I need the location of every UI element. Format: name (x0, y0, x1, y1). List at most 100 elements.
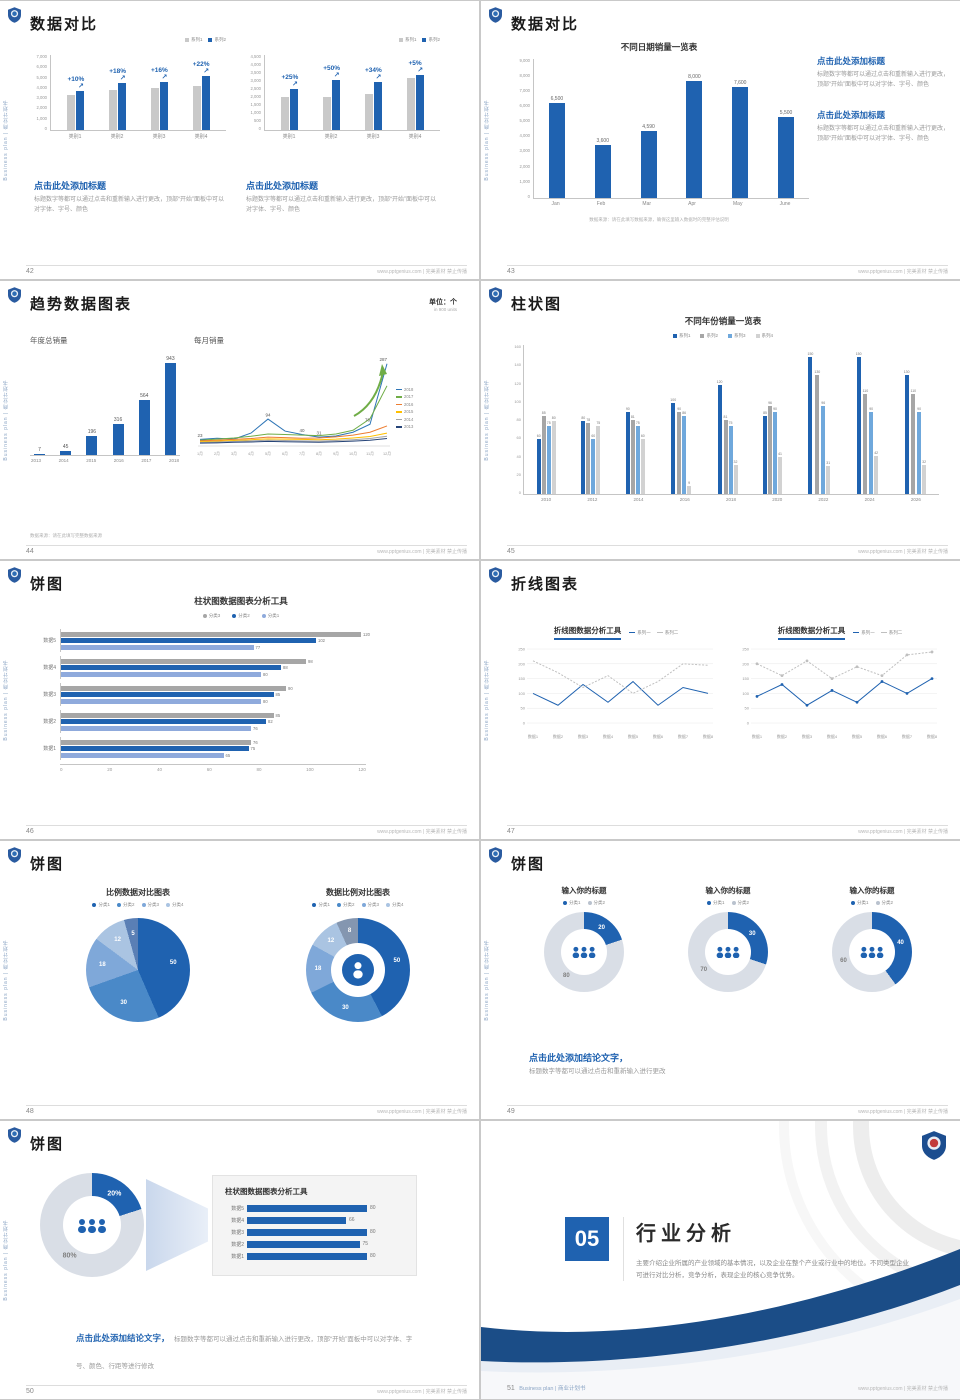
legend-item: 分类3 (141, 902, 159, 908)
bar-group: 6,500 (548, 96, 565, 198)
bar (138, 399, 150, 455)
conclusion-body: 标题数字等都可以通过点击和重新输入进行更改 (529, 1068, 666, 1075)
side-text: Business plan | 商业计划书 (484, 659, 490, 741)
chart-shape (78, 1225, 86, 1233)
legend-label: 分类1 (568, 900, 581, 905)
x-tick-label: 60 (206, 767, 212, 772)
y-tick-label: 100 (518, 691, 525, 696)
data-point (805, 659, 809, 663)
chart-shape (581, 946, 587, 952)
section-header: 05 行业分析 主要介绍企业所属的产业领域的基本情况，以及企业在整个产业或行业中… (565, 1217, 911, 1282)
growth-label: +50% (323, 65, 341, 73)
slice-label: 50 (169, 959, 177, 966)
bar (86, 435, 98, 455)
brand-text: Business plan | 商业计划书 (519, 1386, 586, 1392)
slide-title: 数据对比 (511, 16, 580, 33)
legend-item: 分类4 (166, 902, 184, 908)
bar-group: 80 78 60 75 (581, 416, 601, 494)
x-tick-label: 数据2 (553, 733, 564, 739)
bar-row: 数据5 80 (225, 1204, 404, 1212)
y-tick-label: 1,000 (250, 109, 261, 115)
person-badge (342, 954, 374, 986)
footer-site: www.pptgenius.com | 完美素材 禁止传播 (858, 1109, 948, 1115)
bar-series1 (150, 88, 159, 130)
legend-label: 系列一 (637, 629, 651, 635)
bar (826, 465, 831, 494)
x-labels: 2013 2014 2015 2016 2017 2018 (30, 458, 180, 463)
legend-item: 分类2 (232, 613, 250, 619)
y-tick-label: 6,000 (519, 103, 530, 109)
legend-label: 系列4 (761, 333, 774, 338)
value-label: 90 (869, 406, 874, 411)
trend-arrowhead-icon (379, 364, 387, 376)
bar (733, 464, 738, 494)
x-tick-label: 数据3 (578, 733, 589, 739)
bar (815, 375, 820, 494)
growth-arrow-icon: ↗ (417, 66, 424, 74)
legend-label: 2016 (404, 401, 414, 407)
growth-arrow-icon: ↗ (375, 73, 382, 81)
data-point (855, 700, 859, 704)
slide-46: Business plan | 商业计划书 饼图 柱状图数据图表分析工具 分类3 分… (0, 561, 479, 839)
chart-legend: 分类3 分类2 分类1 (34, 613, 448, 619)
slide-title: 趋势数据图表 (30, 296, 133, 313)
x-tick-label: 2024 (864, 497, 875, 502)
bar (630, 420, 635, 494)
x-tick-label: 2014 (58, 458, 69, 463)
emblem-icon (8, 287, 21, 303)
legend-item: 分类2 (731, 900, 749, 906)
legend-item: 系列一 (853, 630, 875, 636)
x-tick-label: 类别2 (324, 134, 338, 140)
row-label: 数据3 (231, 1229, 244, 1236)
chart-legend: 系列一 系列二 (629, 630, 678, 636)
value-label: 102 (318, 638, 325, 643)
chart-legend: 系列一 系列二 (853, 630, 902, 636)
legend-label: 2014 (404, 416, 414, 422)
slice-label: 70 (700, 966, 708, 973)
sales-bar-chart: 不同日期销量一览表 9,000 8,000 7,000 6,000 5,000 4,000 3… (509, 41, 809, 223)
legend-label: 分类1 (98, 902, 110, 907)
page-number: 49 (507, 1108, 515, 1115)
chart-shape (725, 946, 731, 952)
legend-item: 系列1 (398, 37, 416, 43)
legend-label: 系列二 (888, 629, 903, 635)
bar (61, 719, 266, 724)
block-body: 标题数字等都可以通过点击和重新输入进行更改，顶部“开始”面板中可以对字体、字号、… (817, 125, 950, 142)
y-tick-label: 1,000 (36, 115, 47, 121)
bar-group: 564 (138, 393, 150, 455)
bar-group: 943 (164, 356, 176, 455)
page-number: 50 (26, 1388, 34, 1395)
bars-area: +10% ↗ +18% ↗ +16% ↗ +22% ↗ (50, 55, 226, 131)
bar-row: 数据4 98 88 80 (34, 656, 448, 679)
y-tick-label: 100 (514, 398, 521, 404)
bar (773, 411, 778, 494)
charts-row: 年度总销量 7 45 196 316 564 943 2013 2014 2015 2016 2017… (30, 335, 444, 463)
block-body: 标题数字等都可以通过点击和重新输入进行更改，顶部“开始”面板中可以对字体、字号、… (246, 197, 436, 213)
chart-shape (88, 1225, 96, 1233)
value-label: 75 (546, 420, 551, 425)
bar-series1 (323, 96, 332, 130)
legend-swatch-icon (731, 901, 736, 905)
emblem-badge (489, 567, 502, 583)
slide-title: 饼图 (30, 1136, 65, 1153)
y-tick-label: 1,000 (519, 178, 530, 184)
legend-swatch-icon (706, 901, 711, 905)
y-tick-label: 150 (518, 676, 525, 681)
bar (778, 117, 795, 198)
slide-footer: 47 www.pptgenius.com | 完美素材 禁止传播 (507, 825, 948, 835)
bar (874, 455, 879, 494)
y-tick-label: 3,000 (36, 95, 47, 100)
page-number: 45 (507, 548, 515, 555)
x-labels: 类别1 类别2 类别3 类别4 (264, 133, 440, 140)
legend-swatch-icon (880, 631, 887, 634)
slide-title: 饼图 (30, 576, 65, 593)
chart-shape (876, 952, 884, 959)
value-label: 85 (275, 692, 281, 697)
emblem-badge (489, 7, 502, 23)
legend-item: 2014 (396, 417, 413, 422)
legend-item: 2013 (396, 424, 413, 429)
slide-44: Business plan | 商业计划书 趋势数据图表 单位：个 in 900… (0, 281, 479, 559)
bar (61, 665, 281, 670)
row-label: 数据2 (43, 719, 56, 725)
